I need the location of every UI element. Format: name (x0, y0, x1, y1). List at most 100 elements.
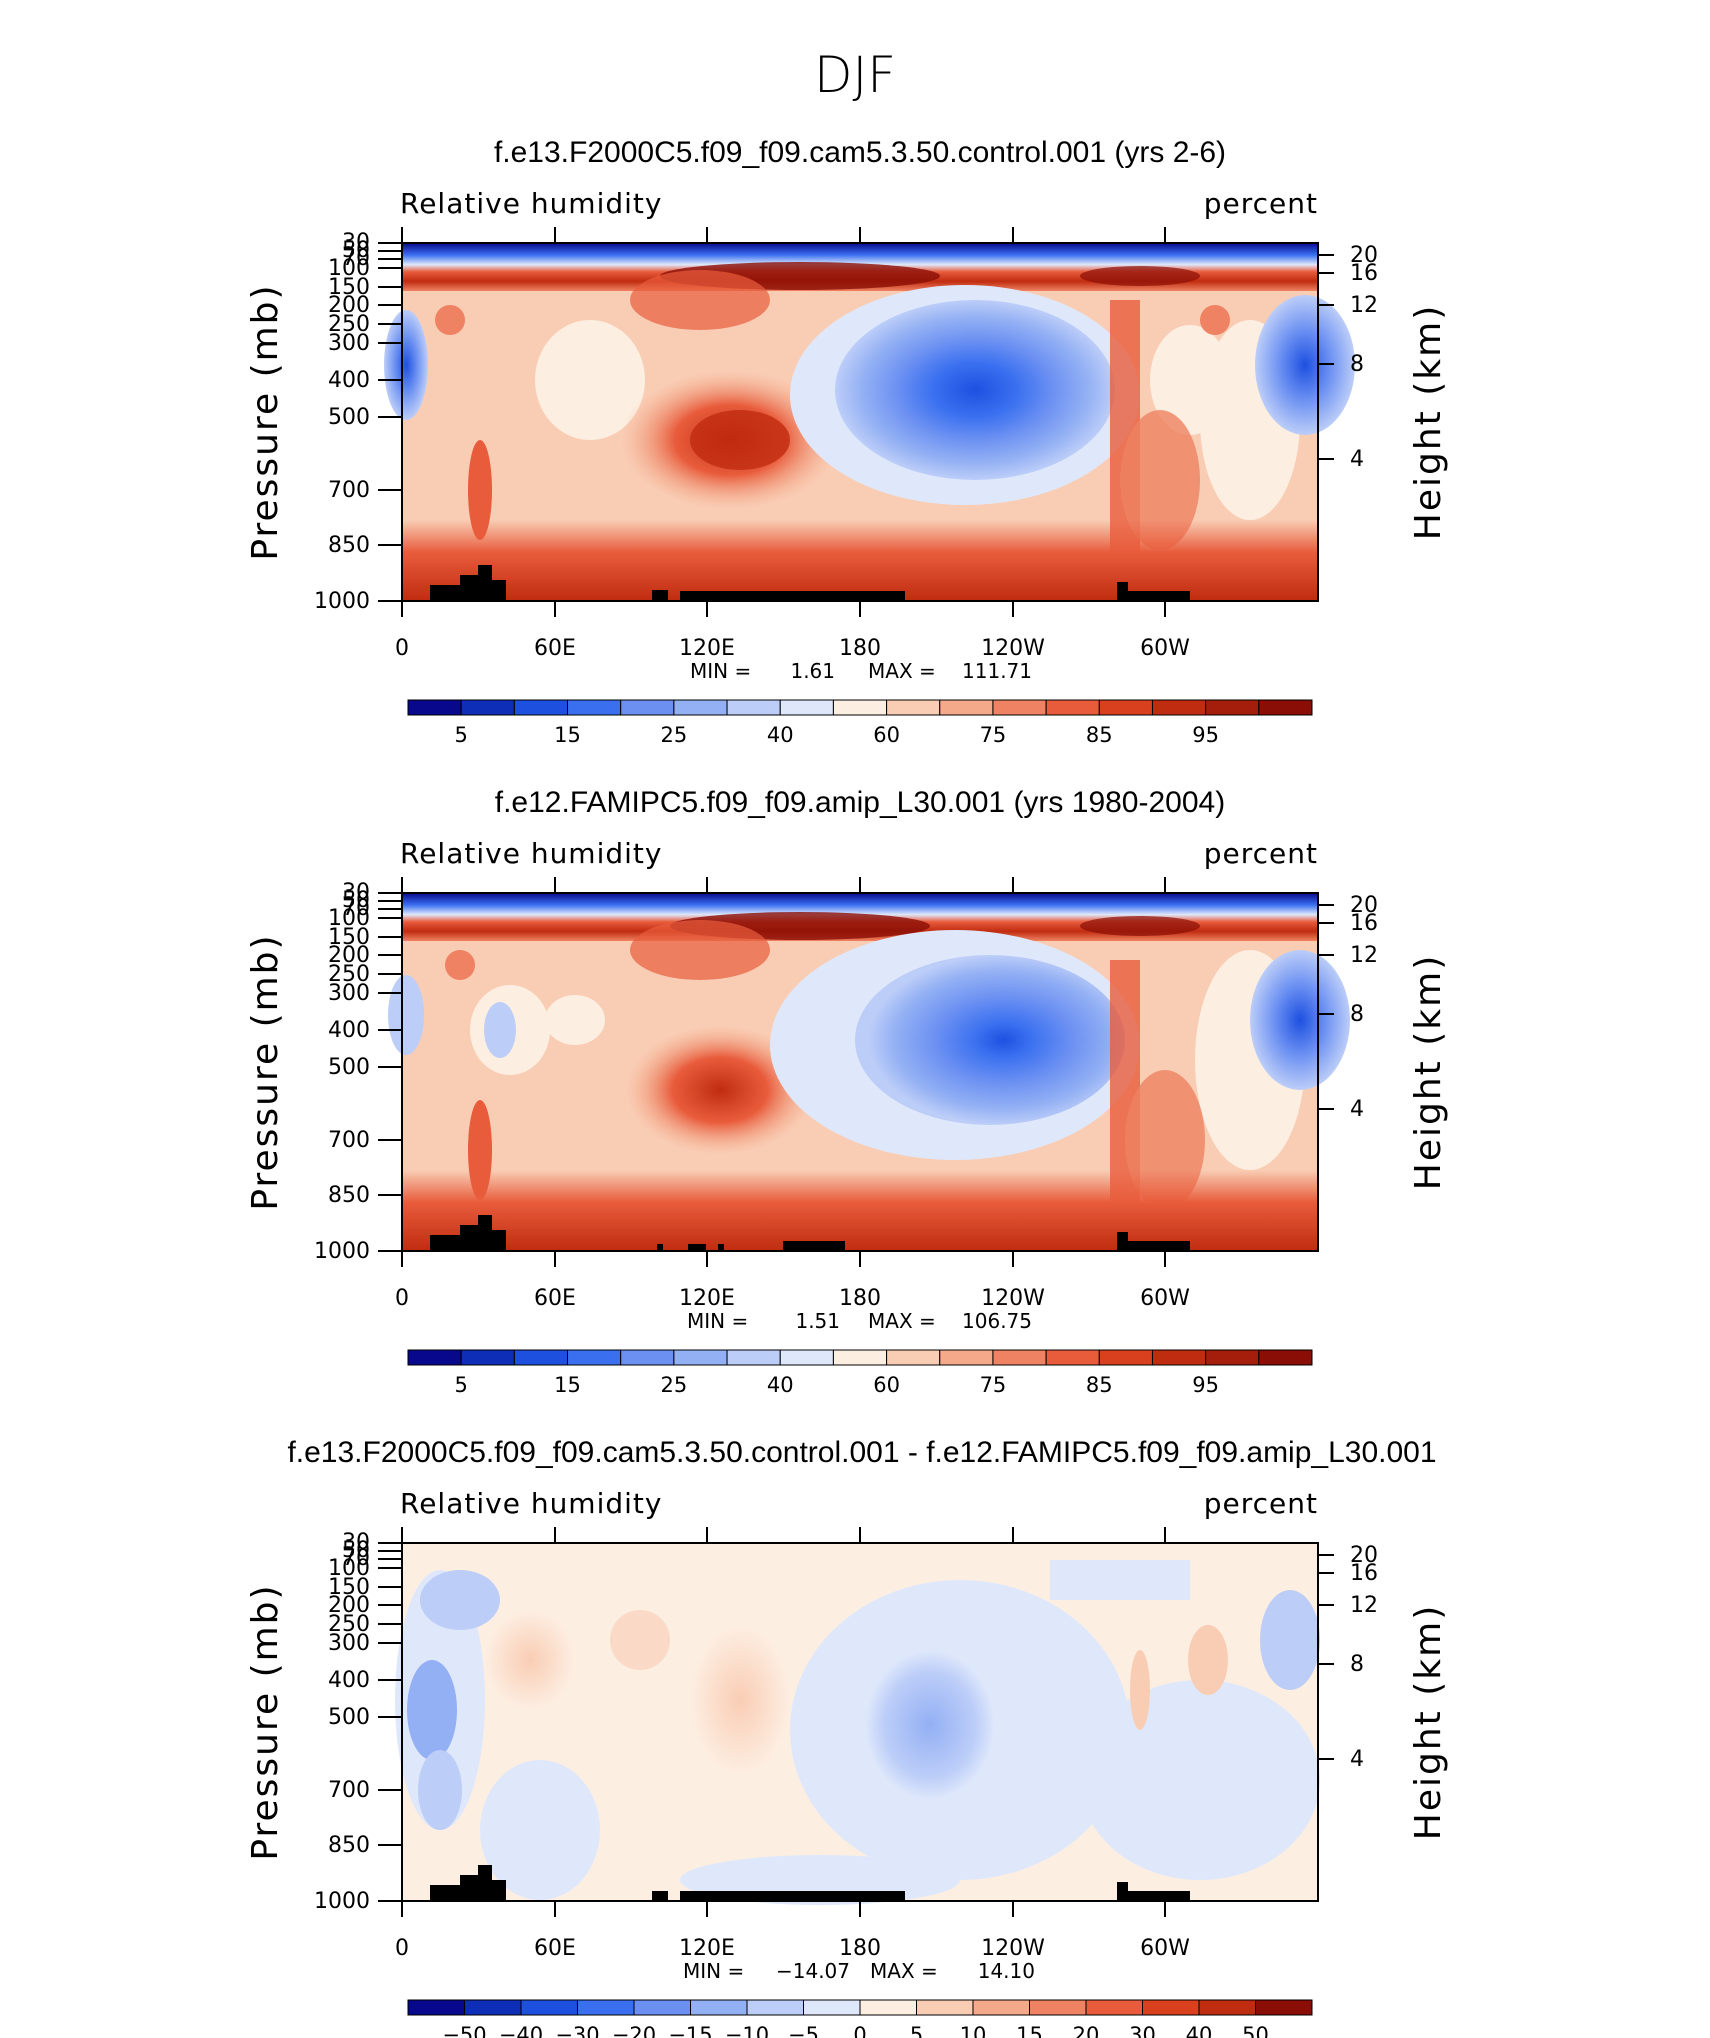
panel-1-min-label: MIN = (690, 659, 751, 683)
panel-2-colorbar: 5 15 25 40 60 75 85 95 (407, 1349, 1313, 1397)
panel-2-ytick: 400 (328, 1018, 370, 1043)
colorbar-label: 20 (1073, 2023, 1100, 2038)
colorbar-swatch (1098, 699, 1153, 716)
panel-1-ytick: 850 (328, 533, 370, 558)
colorbar-swatch (779, 699, 834, 716)
colorbar-swatch (1029, 1999, 1087, 2016)
panel-2-min: 1.51 (795, 1309, 840, 1333)
panel-1-y2label: Height (km) (1408, 304, 1449, 540)
panel-3-y2tick: 12 (1350, 1593, 1378, 1618)
panel-3-ytick: 400 (328, 1668, 370, 1693)
colorbar-label: 60 (873, 1373, 900, 1397)
panel-2-max-label: MAX = (868, 1309, 936, 1333)
colorbar-label: 75 (980, 1373, 1007, 1397)
panel-2-ytick: 200 (328, 943, 370, 968)
panel-1-y-axis-right: 20 16 12 8 4 Height (km) (1318, 243, 1449, 540)
panel-2-plot (388, 892, 1350, 1252)
colorbar-label: 25 (661, 1373, 688, 1397)
panel-2-y2tick: 8 (1350, 1002, 1364, 1027)
colorbar-swatch (620, 699, 675, 716)
panel-2-ytick: 30 (342, 880, 370, 905)
colorbar-label: 40 (767, 723, 794, 747)
colorbar-label: −30 (555, 2023, 599, 2038)
panel-3-plot (395, 1542, 1320, 1905)
panel-2-stats: MIN = 1.51 MAX = 106.75 (687, 1309, 1032, 1333)
panel-3-ytick: 850 (328, 1833, 370, 1858)
colorbar-swatch (1258, 699, 1313, 716)
panel-3-ytick: 100 (328, 1556, 370, 1581)
panel-2-xtick: 60W (1140, 1286, 1190, 1311)
panel-2-xtick: 60E (534, 1286, 576, 1311)
colorbar-label: 0 (853, 2023, 866, 2038)
panel-1-max-label: MAX = (868, 659, 936, 683)
panel-1-variable: Relative humidity (400, 187, 662, 220)
panel-3-y2tick: 16 (1350, 1561, 1378, 1586)
colorbar-label: 60 (873, 723, 900, 747)
colorbar-swatch (407, 699, 462, 716)
colorbar-swatch (1142, 1999, 1200, 2016)
colorbar-label: 85 (1086, 1373, 1113, 1397)
panel-3-xtick: 120E (679, 1936, 735, 1961)
colorbar-label: −10 (725, 2023, 769, 2038)
panel-1-y2tick: 4 (1350, 447, 1364, 472)
colorbar-swatch (1255, 1999, 1313, 2016)
colorbar-label: −15 (668, 2023, 712, 2038)
panel-3-ytick: 500 (328, 1705, 370, 1730)
panel-1-y2tick: 8 (1350, 352, 1364, 377)
panel-2-ytick: 1000 (314, 1239, 370, 1264)
colorbar-swatch (1198, 1999, 1256, 2016)
panel-1-ytick: 400 (328, 368, 370, 393)
panel-3-variable: Relative humidity (400, 1487, 662, 1520)
panel-3-y-axis-right: 20 16 12 8 4 Height (km) (1318, 1543, 1449, 1840)
colorbar-swatch (567, 699, 622, 716)
panel-2-ylabel: Pressure (mb) (245, 933, 286, 1210)
panel-1-plot (384, 242, 1355, 602)
panel-2-xtick: 180 (839, 1286, 881, 1311)
panel-1-stats: MIN = 1.61 MAX = 111.71 (690, 659, 1032, 683)
colorbar-label: 5 (910, 2023, 923, 2038)
colorbar-swatch (779, 1349, 834, 1366)
panel-2-xtick: 120W (981, 1286, 1045, 1311)
colorbar-swatch (460, 699, 515, 716)
panel-3-y2label: Height (km) (1408, 1604, 1449, 1840)
colorbar-swatch (690, 1999, 748, 2016)
colorbar-swatch (939, 1349, 994, 1366)
panel-3-xtick: 120W (981, 1936, 1045, 1961)
panel-2-y2tick: 16 (1350, 911, 1378, 936)
colorbar-swatch (567, 1349, 622, 1366)
panel-2-ytick: 100 (328, 906, 370, 931)
panel-2-y-axis-right: 20 16 12 8 4 Height (km) (1318, 893, 1449, 1190)
panel-2-y-axis-left: 30 50 70 100 150 200 250 300 400 500 700… (245, 880, 402, 1264)
panel-1-y2tick: 12 (1350, 293, 1378, 318)
colorbar-label: 15 (554, 723, 581, 747)
panel-1-x-axis: 0 60E 120E 180 120W 60W (395, 227, 1190, 661)
panel-1-ytick: 300 (328, 331, 370, 356)
panel-1-xtick: 0 (395, 636, 409, 661)
panel-1-max: 111.71 (962, 659, 1032, 683)
colorbar-label: 15 (1016, 2023, 1043, 2038)
panel-1-ytick: 1000 (314, 589, 370, 614)
panel-3-xtick: 60W (1140, 1936, 1190, 1961)
colorbar-swatch (1085, 1999, 1143, 2016)
panel-3-y2tick: 4 (1350, 1747, 1364, 1772)
colorbar-swatch (726, 699, 781, 716)
colorbar-label: 95 (1192, 723, 1219, 747)
colorbar-swatch (460, 1349, 515, 1366)
panel-3-max: 14.10 (978, 1959, 1035, 1983)
colorbar-swatch (916, 1999, 974, 2016)
panel-3-max-label: MAX = (870, 1959, 938, 1983)
panel-3-xtick: 0 (395, 1936, 409, 1961)
colorbar-swatch (1151, 699, 1207, 716)
colorbar-label: 40 (1186, 2023, 1213, 2038)
panel-2-ytick: 250 (328, 962, 370, 987)
colorbar-label: 85 (1086, 723, 1113, 747)
panel-3-xtick: 180 (839, 1936, 881, 1961)
panel-3-ytick: 200 (328, 1593, 370, 1618)
colorbar-label: −50 (442, 2023, 486, 2038)
colorbar-swatch (464, 1999, 522, 2016)
colorbar-swatch (726, 1349, 781, 1366)
panel-3-ylabel: Pressure (mb) (245, 1583, 286, 1860)
panel-2-ytick: 700 (328, 1128, 370, 1153)
panel-1-ytick: 100 (328, 256, 370, 281)
